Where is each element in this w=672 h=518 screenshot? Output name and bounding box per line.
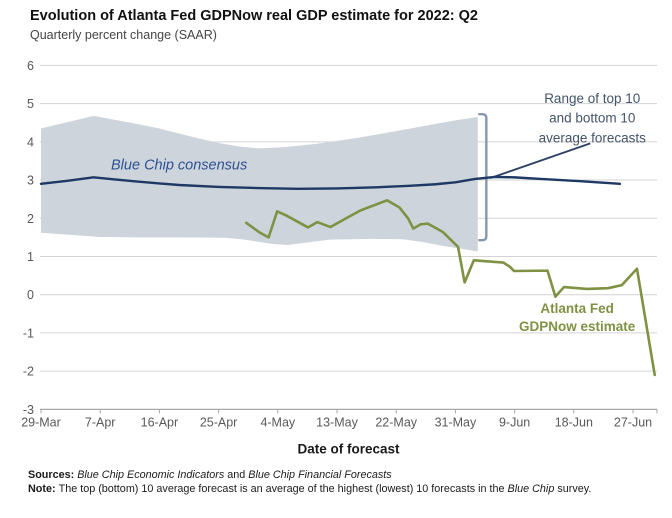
x-tick-label: 31-May <box>435 415 477 429</box>
series-line-blue-chip <box>39 175 622 191</box>
sources-note: Sources: Blue Chip Economic Indicators a… <box>28 469 591 483</box>
footnote-segment: Sources: <box>28 469 78 481</box>
chart-footnotes: Sources: Blue Chip Economic Indicators a… <box>28 469 591 496</box>
y-tick-label: 2 <box>27 212 34 226</box>
x-tick-label: 29-Mar <box>21 415 61 429</box>
footnote-segment: Blue Chip Economic Indicators <box>77 469 225 481</box>
range-label: Range of top 10 <box>544 91 640 106</box>
range-label: average forecasts <box>539 131 647 146</box>
range-label-leader-line <box>489 142 591 180</box>
y-tick-label: 0 <box>27 288 34 302</box>
chart-canvas: Blue Chip consensus Range of top 10 and bo… <box>21 59 658 456</box>
x-tick-label: 4-May <box>260 415 295 429</box>
footnote-segment: The top (bottom) 10 average forecast is … <box>58 482 508 495</box>
y-tick-label: 1 <box>27 250 34 264</box>
x-tick-label: 27-Jun <box>614 415 652 429</box>
y-tick-label: 5 <box>27 97 34 111</box>
chart-subtitle: Quarterly percent change (SAAR) <box>30 28 217 42</box>
footnote-segment: Note: <box>28 482 59 495</box>
y-tick-label: 6 <box>27 59 34 73</box>
forecast-range-band <box>41 115 478 252</box>
footnote-segment: Blue Chip <box>507 482 555 495</box>
blue-chip-label: Blue Chip consensus <box>111 157 247 173</box>
footnote-segment: and <box>224 469 249 481</box>
range-label: and bottom 10 <box>549 111 635 126</box>
x-tick-label: 16-Apr <box>141 415 179 429</box>
x-tick-label: 22-May <box>375 415 417 429</box>
x-axis-title: Date of forecast <box>297 441 400 456</box>
footnote-segment: survey. <box>554 482 592 495</box>
x-tick-label: 9-Jun <box>499 415 530 429</box>
x-tick-label: 13-May <box>316 415 358 429</box>
gdpnow-label: GDPNow estimate <box>519 319 636 334</box>
y-tick-label: 3 <box>27 174 34 188</box>
x-tick-label: 18-Jun <box>555 415 593 429</box>
y-tick-label: -2 <box>23 365 34 379</box>
y-tick-label: 4 <box>27 135 34 149</box>
x-tick-label: 25-Apr <box>200 415 238 429</box>
footnote-segment: Blue Chip Financial Forecasts <box>248 469 392 481</box>
x-tick-label: 7-Apr <box>85 415 116 429</box>
chart-title: Evolution of Atlanta Fed GDPNow real GDP… <box>30 8 478 24</box>
y-tick-label: -1 <box>23 326 34 340</box>
y-tick-label: -3 <box>23 403 34 417</box>
methodology-note: Note: The top (bottom) 10 average foreca… <box>28 483 591 497</box>
gdpnow-label: Atlanta Fed <box>540 301 614 316</box>
series-line-gdpnow <box>244 198 657 377</box>
